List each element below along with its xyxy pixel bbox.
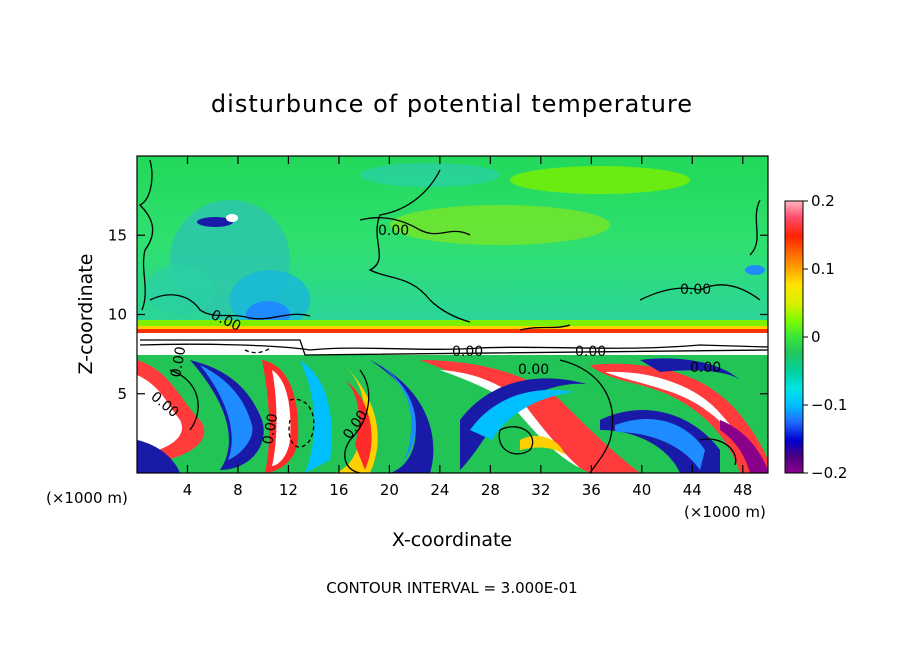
- x-axis-ticks: 4 8 12 16 20 24 28 32 36 40 44 48: [183, 156, 752, 499]
- inversion-white: [137, 333, 768, 355]
- colorbar: [784, 200, 804, 474]
- contour-label: 0.00: [518, 362, 549, 378]
- x-tick-label: 12: [279, 481, 298, 499]
- y-tick-label: 10: [108, 306, 127, 324]
- lower-turbulence: [137, 358, 768, 473]
- x-unit-label-right: (×1000 m): [684, 503, 766, 521]
- contour-label: 0.00: [690, 360, 721, 376]
- heatmap-field: [137, 156, 768, 473]
- y-axis-ticks: 5 10 15: [108, 226, 768, 403]
- y-tick-label: 15: [108, 226, 127, 244]
- x-axis-title: X-coordinate: [392, 529, 512, 551]
- inversion-red: [137, 329, 768, 333]
- x-tick-label: 20: [380, 481, 399, 499]
- colorbar-tick-label: −0.2: [811, 464, 847, 482]
- x-tick-label: 32: [531, 481, 550, 499]
- contour-label: 0.00: [452, 344, 483, 360]
- contour-interval-note: CONTOUR INTERVAL = 3.000E-01: [326, 579, 577, 597]
- x-tick-label: 4: [183, 481, 193, 499]
- upper-patch: [145, 265, 215, 315]
- inversion-green: [137, 320, 768, 328]
- chart-title: disturbunce of potential temperature: [211, 90, 693, 118]
- colorbar-tick-label: 0: [811, 328, 821, 346]
- colorbar-tick-label: 0.2: [811, 192, 835, 210]
- colorbar-tick-label: 0.1: [811, 260, 835, 278]
- contour-lines: [138, 159, 768, 473]
- upper-patch: [510, 166, 690, 194]
- y-axis-title: Z-coordinate: [75, 254, 97, 375]
- upper-patch: [197, 217, 233, 227]
- contour-label: 0.00: [378, 223, 409, 239]
- contour-label: 0.00: [260, 412, 281, 445]
- upper-patch: [360, 163, 500, 187]
- x-tick-label: 28: [481, 481, 500, 499]
- upper-patch: [226, 214, 238, 222]
- x-unit-label-left: (×1000 m): [46, 489, 128, 507]
- upper-patch: [390, 205, 610, 245]
- x-tick-label: 24: [430, 481, 449, 499]
- colorbar-tick-label: −0.1: [811, 396, 847, 414]
- inversion-yellow: [137, 326, 768, 329]
- colorbar-ticks: 0.2 0.1 0 −0.1 −0.2: [803, 192, 847, 482]
- contour-label: 0.00: [680, 282, 711, 298]
- x-tick-label: 36: [582, 481, 601, 499]
- y-tick-label: 5: [117, 385, 127, 403]
- upper-patch: [745, 265, 765, 275]
- x-tick-label: 16: [329, 481, 348, 499]
- x-tick-label: 8: [233, 481, 243, 499]
- contour-label: 0.00: [168, 345, 189, 378]
- contour-label: 0.00: [575, 344, 606, 360]
- x-tick-label: 44: [683, 481, 702, 499]
- x-tick-label: 40: [632, 481, 651, 499]
- x-tick-label: 48: [733, 481, 752, 499]
